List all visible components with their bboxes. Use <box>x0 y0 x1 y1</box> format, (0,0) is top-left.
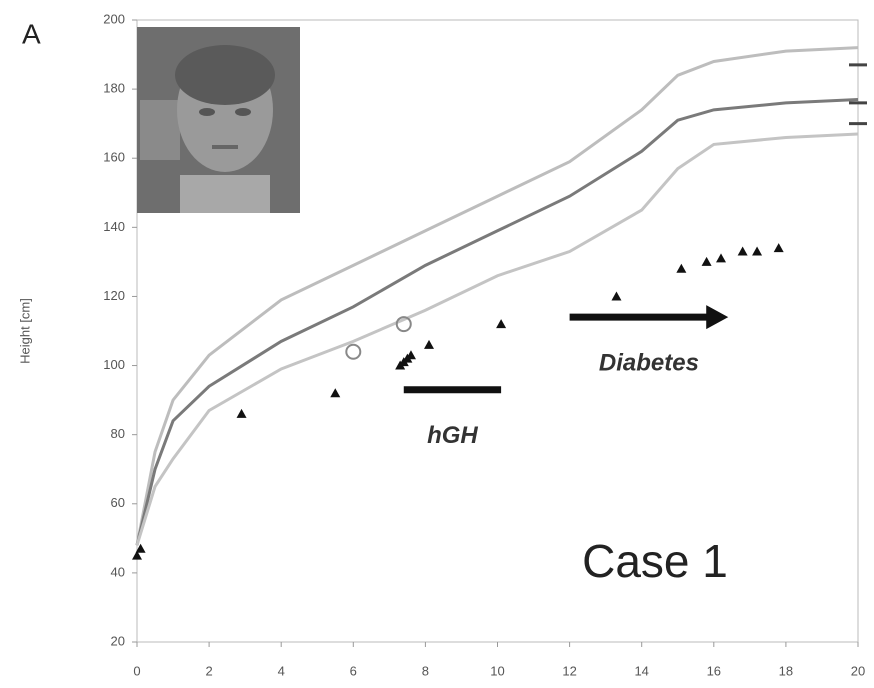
y-tick-label: 20 <box>111 633 125 648</box>
y-tick-label: 180 <box>103 81 125 96</box>
percentile-curve <box>135 97 859 546</box>
triangle-point <box>405 350 416 360</box>
y-tick-label: 200 <box>103 11 125 26</box>
x-tick-label: 10 <box>490 663 504 678</box>
y-tick-label: 120 <box>103 288 125 303</box>
y-tick-label: 40 <box>111 564 125 579</box>
x-tick-label: 16 <box>707 663 721 678</box>
circle-point <box>395 316 412 333</box>
triangle-point <box>716 253 727 263</box>
y-axis-label: Height [cm] <box>17 298 32 364</box>
triangle-point <box>611 291 622 301</box>
y-tick-label: 140 <box>103 219 125 234</box>
triangle-point <box>701 256 712 266</box>
triangle-point <box>773 243 784 253</box>
triangle-point <box>496 319 507 329</box>
case-label: Case 1 <box>582 535 728 587</box>
x-tick-label: 4 <box>278 663 285 678</box>
x-tick-label: 14 <box>634 663 648 678</box>
y-tick-label: 80 <box>111 426 125 441</box>
annotation-label: hGH <box>427 422 478 449</box>
y-tick-label: 60 <box>111 495 125 510</box>
photo <box>137 27 300 213</box>
triangle-point <box>752 246 763 256</box>
circle-point <box>345 343 362 360</box>
x-tick-label: 0 <box>133 663 140 678</box>
x-tick-label: 20 <box>851 663 865 678</box>
x-tick-label: 8 <box>422 663 429 678</box>
triangle-point <box>236 408 247 418</box>
triangle-point <box>676 263 687 273</box>
x-tick-label: 2 <box>205 663 212 678</box>
triangle-point <box>330 388 341 398</box>
annotation-label: Diabetes <box>599 350 699 377</box>
percentile-curve <box>135 46 859 546</box>
x-tick-label: 6 <box>350 663 357 678</box>
x-tick-label: 12 <box>562 663 576 678</box>
triangle-point <box>135 543 146 553</box>
triangle-point <box>424 339 435 349</box>
x-tick-label: 18 <box>779 663 793 678</box>
y-tick-label: 160 <box>103 150 125 165</box>
panel-label: A <box>22 18 41 49</box>
arrow-head <box>706 305 729 330</box>
triangle-point <box>737 246 748 256</box>
y-tick-label: 100 <box>103 357 125 372</box>
triangle-point <box>132 550 142 560</box>
percentile-curve <box>135 132 859 546</box>
